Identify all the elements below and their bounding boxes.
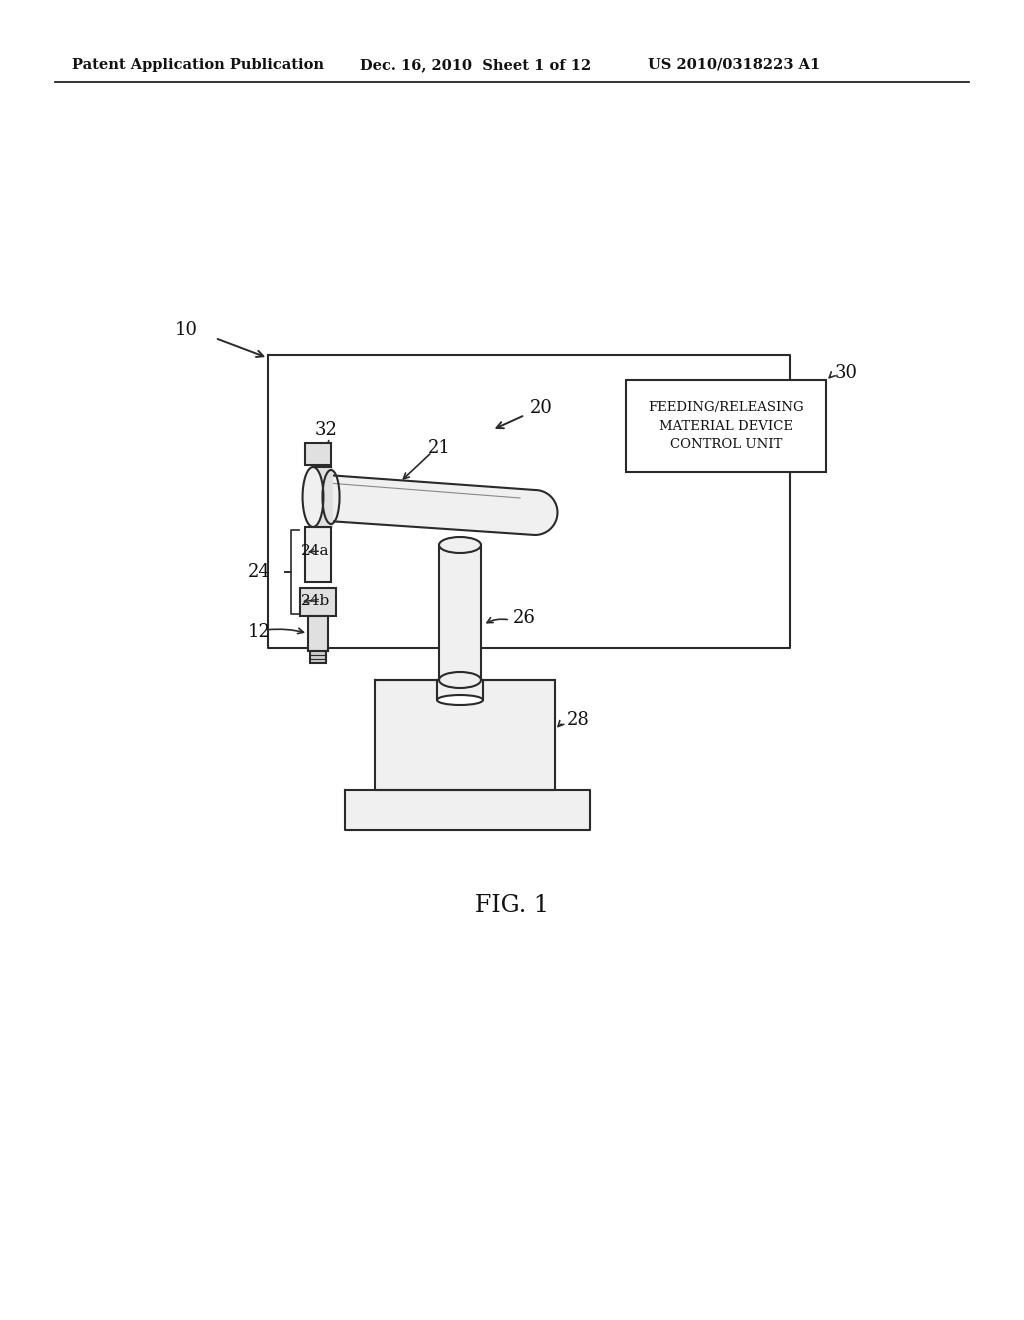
FancyBboxPatch shape	[300, 587, 336, 616]
Polygon shape	[313, 474, 557, 535]
Text: 20: 20	[530, 399, 553, 417]
FancyBboxPatch shape	[305, 444, 331, 465]
Ellipse shape	[439, 537, 481, 553]
Text: 24b: 24b	[301, 594, 331, 609]
Text: 12: 12	[248, 623, 271, 642]
Text: Dec. 16, 2010  Sheet 1 of 12: Dec. 16, 2010 Sheet 1 of 12	[360, 58, 591, 73]
Text: US 2010/0318223 A1: US 2010/0318223 A1	[648, 58, 820, 73]
Text: FIG. 1: FIG. 1	[475, 894, 549, 916]
FancyBboxPatch shape	[626, 380, 826, 473]
Ellipse shape	[302, 467, 324, 527]
Ellipse shape	[437, 696, 483, 705]
Text: 21: 21	[428, 440, 451, 457]
FancyBboxPatch shape	[308, 616, 328, 651]
Polygon shape	[313, 467, 333, 527]
Text: 30: 30	[835, 364, 858, 381]
Text: 24a: 24a	[301, 544, 330, 558]
FancyBboxPatch shape	[439, 545, 481, 680]
Ellipse shape	[439, 672, 481, 688]
Text: 28: 28	[567, 711, 590, 729]
Text: 10: 10	[175, 321, 198, 339]
Text: 32: 32	[315, 421, 338, 440]
Text: 24: 24	[248, 564, 271, 581]
Text: FEEDING/RELEASING
MATERIAL DEVICE
CONTROL UNIT: FEEDING/RELEASING MATERIAL DEVICE CONTRO…	[648, 400, 804, 451]
FancyBboxPatch shape	[305, 527, 331, 582]
FancyBboxPatch shape	[310, 651, 326, 663]
Polygon shape	[345, 789, 590, 830]
Text: 26: 26	[513, 609, 536, 627]
Polygon shape	[375, 680, 555, 789]
Text: Patent Application Publication: Patent Application Publication	[72, 58, 324, 73]
